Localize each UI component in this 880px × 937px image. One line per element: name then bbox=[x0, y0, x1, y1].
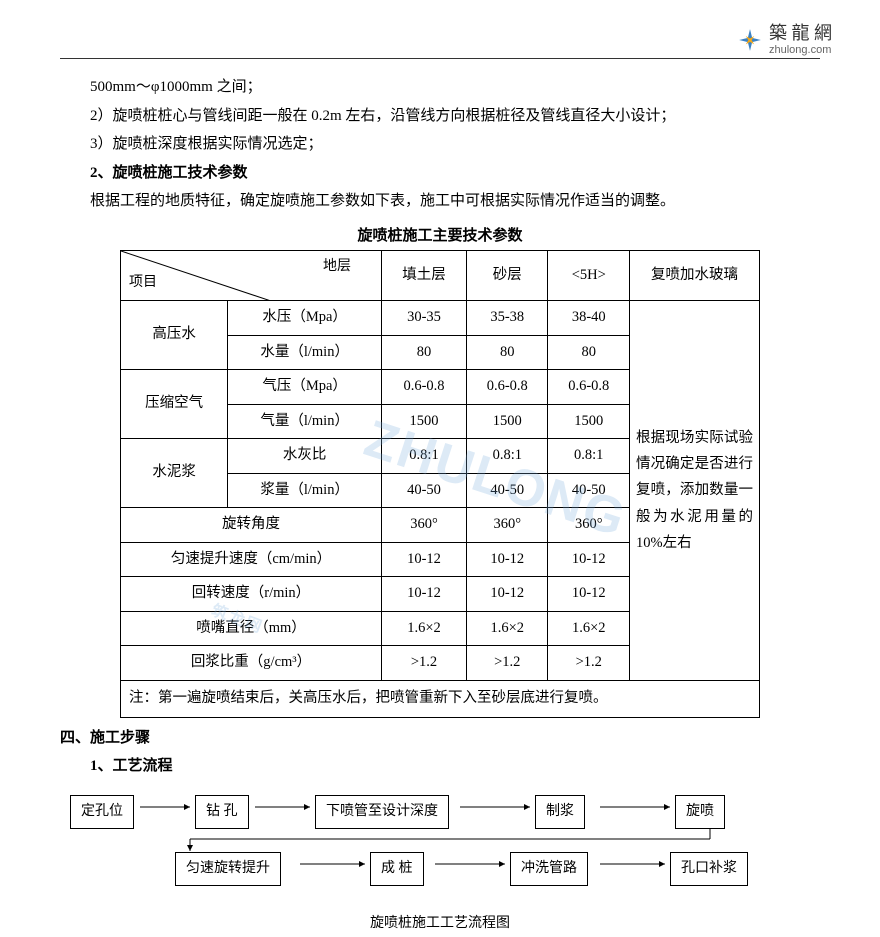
brand-logo: 築 龍 網 zhulong.com bbox=[737, 24, 832, 56]
flow-box: 匀速旋转提升 bbox=[175, 852, 281, 887]
flow-box: 旋喷 bbox=[675, 795, 725, 830]
flow-box: 定孔位 bbox=[70, 795, 134, 830]
flow-box: 冲洗管路 bbox=[510, 852, 588, 887]
diag-header: 地层 项目 bbox=[121, 251, 382, 301]
brand-name: 築 龍 網 bbox=[769, 24, 832, 44]
para-3: 3）旋喷桩深度根据实际情况选定； bbox=[60, 130, 820, 159]
flow-box: 成 桩 bbox=[370, 852, 424, 887]
flow-box: 制浆 bbox=[535, 795, 585, 830]
para-2: 2）旋喷桩桩心与管线间距一般在 0.2m 左右，沿管线方向根据桩径及管线直径大小… bbox=[60, 102, 820, 131]
table-note: 注：第一遍旋喷结束后，关高压水后，把喷管重新下入至砂层底进行复喷。 bbox=[121, 681, 760, 718]
section-4: 四、施工步骤 bbox=[60, 724, 820, 753]
flow-box: 孔口补浆 bbox=[670, 852, 748, 887]
flow-box: 下喷管至设计深度 bbox=[315, 795, 449, 830]
flow-box: 钻 孔 bbox=[195, 795, 249, 830]
header-divider bbox=[60, 58, 820, 59]
para-1: 500mm～φ1000mm 之间； bbox=[60, 73, 820, 102]
flowchart: 定孔位 钻 孔 下喷管至设计深度 制浆 旋喷 匀速旋转提升 成 桩 冲洗管路 孔… bbox=[60, 789, 820, 909]
flow-caption: 旋喷桩施工工艺流程图 bbox=[60, 911, 820, 937]
heading-2: 2、旋喷桩施工技术参数 bbox=[60, 159, 820, 188]
remark-cell: 根据现场实际试验情况确定是否进行复喷，添加数量一般为水泥用量的10%左右 bbox=[630, 301, 760, 681]
section-4-1: 1、工艺流程 bbox=[60, 752, 820, 781]
table-title: 旋喷桩施工主要技术参数 bbox=[60, 222, 820, 251]
logo-icon bbox=[737, 27, 763, 53]
params-table: 地层 项目 填土层 砂层 <5H> 复喷加水玻璃 高压水 水压（Mpa） 30-… bbox=[120, 250, 760, 718]
brand-sub: zhulong.com bbox=[769, 44, 832, 56]
para-4: 根据工程的地质特征，确定旋喷施工参数如下表，施工中可根据实际情况作适当的调整。 bbox=[60, 187, 820, 216]
